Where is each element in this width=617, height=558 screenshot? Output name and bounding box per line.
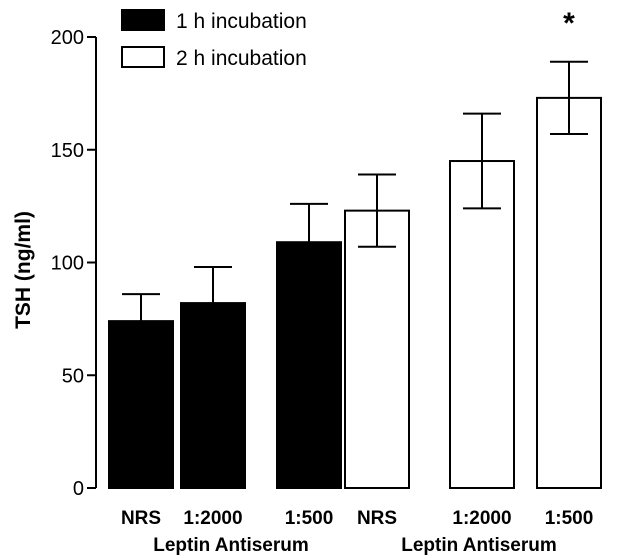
x-tick-label: NRS [121,508,161,529]
y-tick-label: 50 [62,365,84,387]
y-tick-label: 200 [51,27,84,49]
x-tick-label: 1:2000 [183,508,242,529]
legend-label: 2 h incubation [176,47,307,70]
bar [180,302,246,489]
y-tick-label: 150 [51,140,84,162]
bars [108,96,602,489]
x-tick-label: 1:500 [545,508,594,529]
bar [108,320,174,489]
significance-asterisk: * [563,7,575,40]
group-label: Leptin Antiserum [401,535,557,556]
y-tick-label: 0 [73,478,84,500]
x-tick-label: NRS [357,508,397,529]
legend-label: 1 h incubation [176,10,307,33]
legend-swatch [121,9,165,31]
bar [449,160,515,489]
bar [344,209,410,489]
bar [276,241,342,489]
error-bars: * [122,7,588,322]
x-tick-label: 1:2000 [452,508,511,529]
x-tick-label: 1:500 [285,508,334,529]
y-tick-label: 100 [51,253,84,275]
x-tick-labels: NRS 1:2000 1:500 NRS 1:2000 1:500 Leptin Antis… [121,508,593,556]
y-axis: 0 50 100 150 200 [51,27,97,500]
legend-swatch [121,46,165,68]
group-label: Leptin Antiserum [153,535,309,556]
bar [536,96,602,489]
legend: 1 h incubation 2 h incubation [121,9,307,70]
y-axis-label: TSH (ng/ml) [12,211,35,329]
